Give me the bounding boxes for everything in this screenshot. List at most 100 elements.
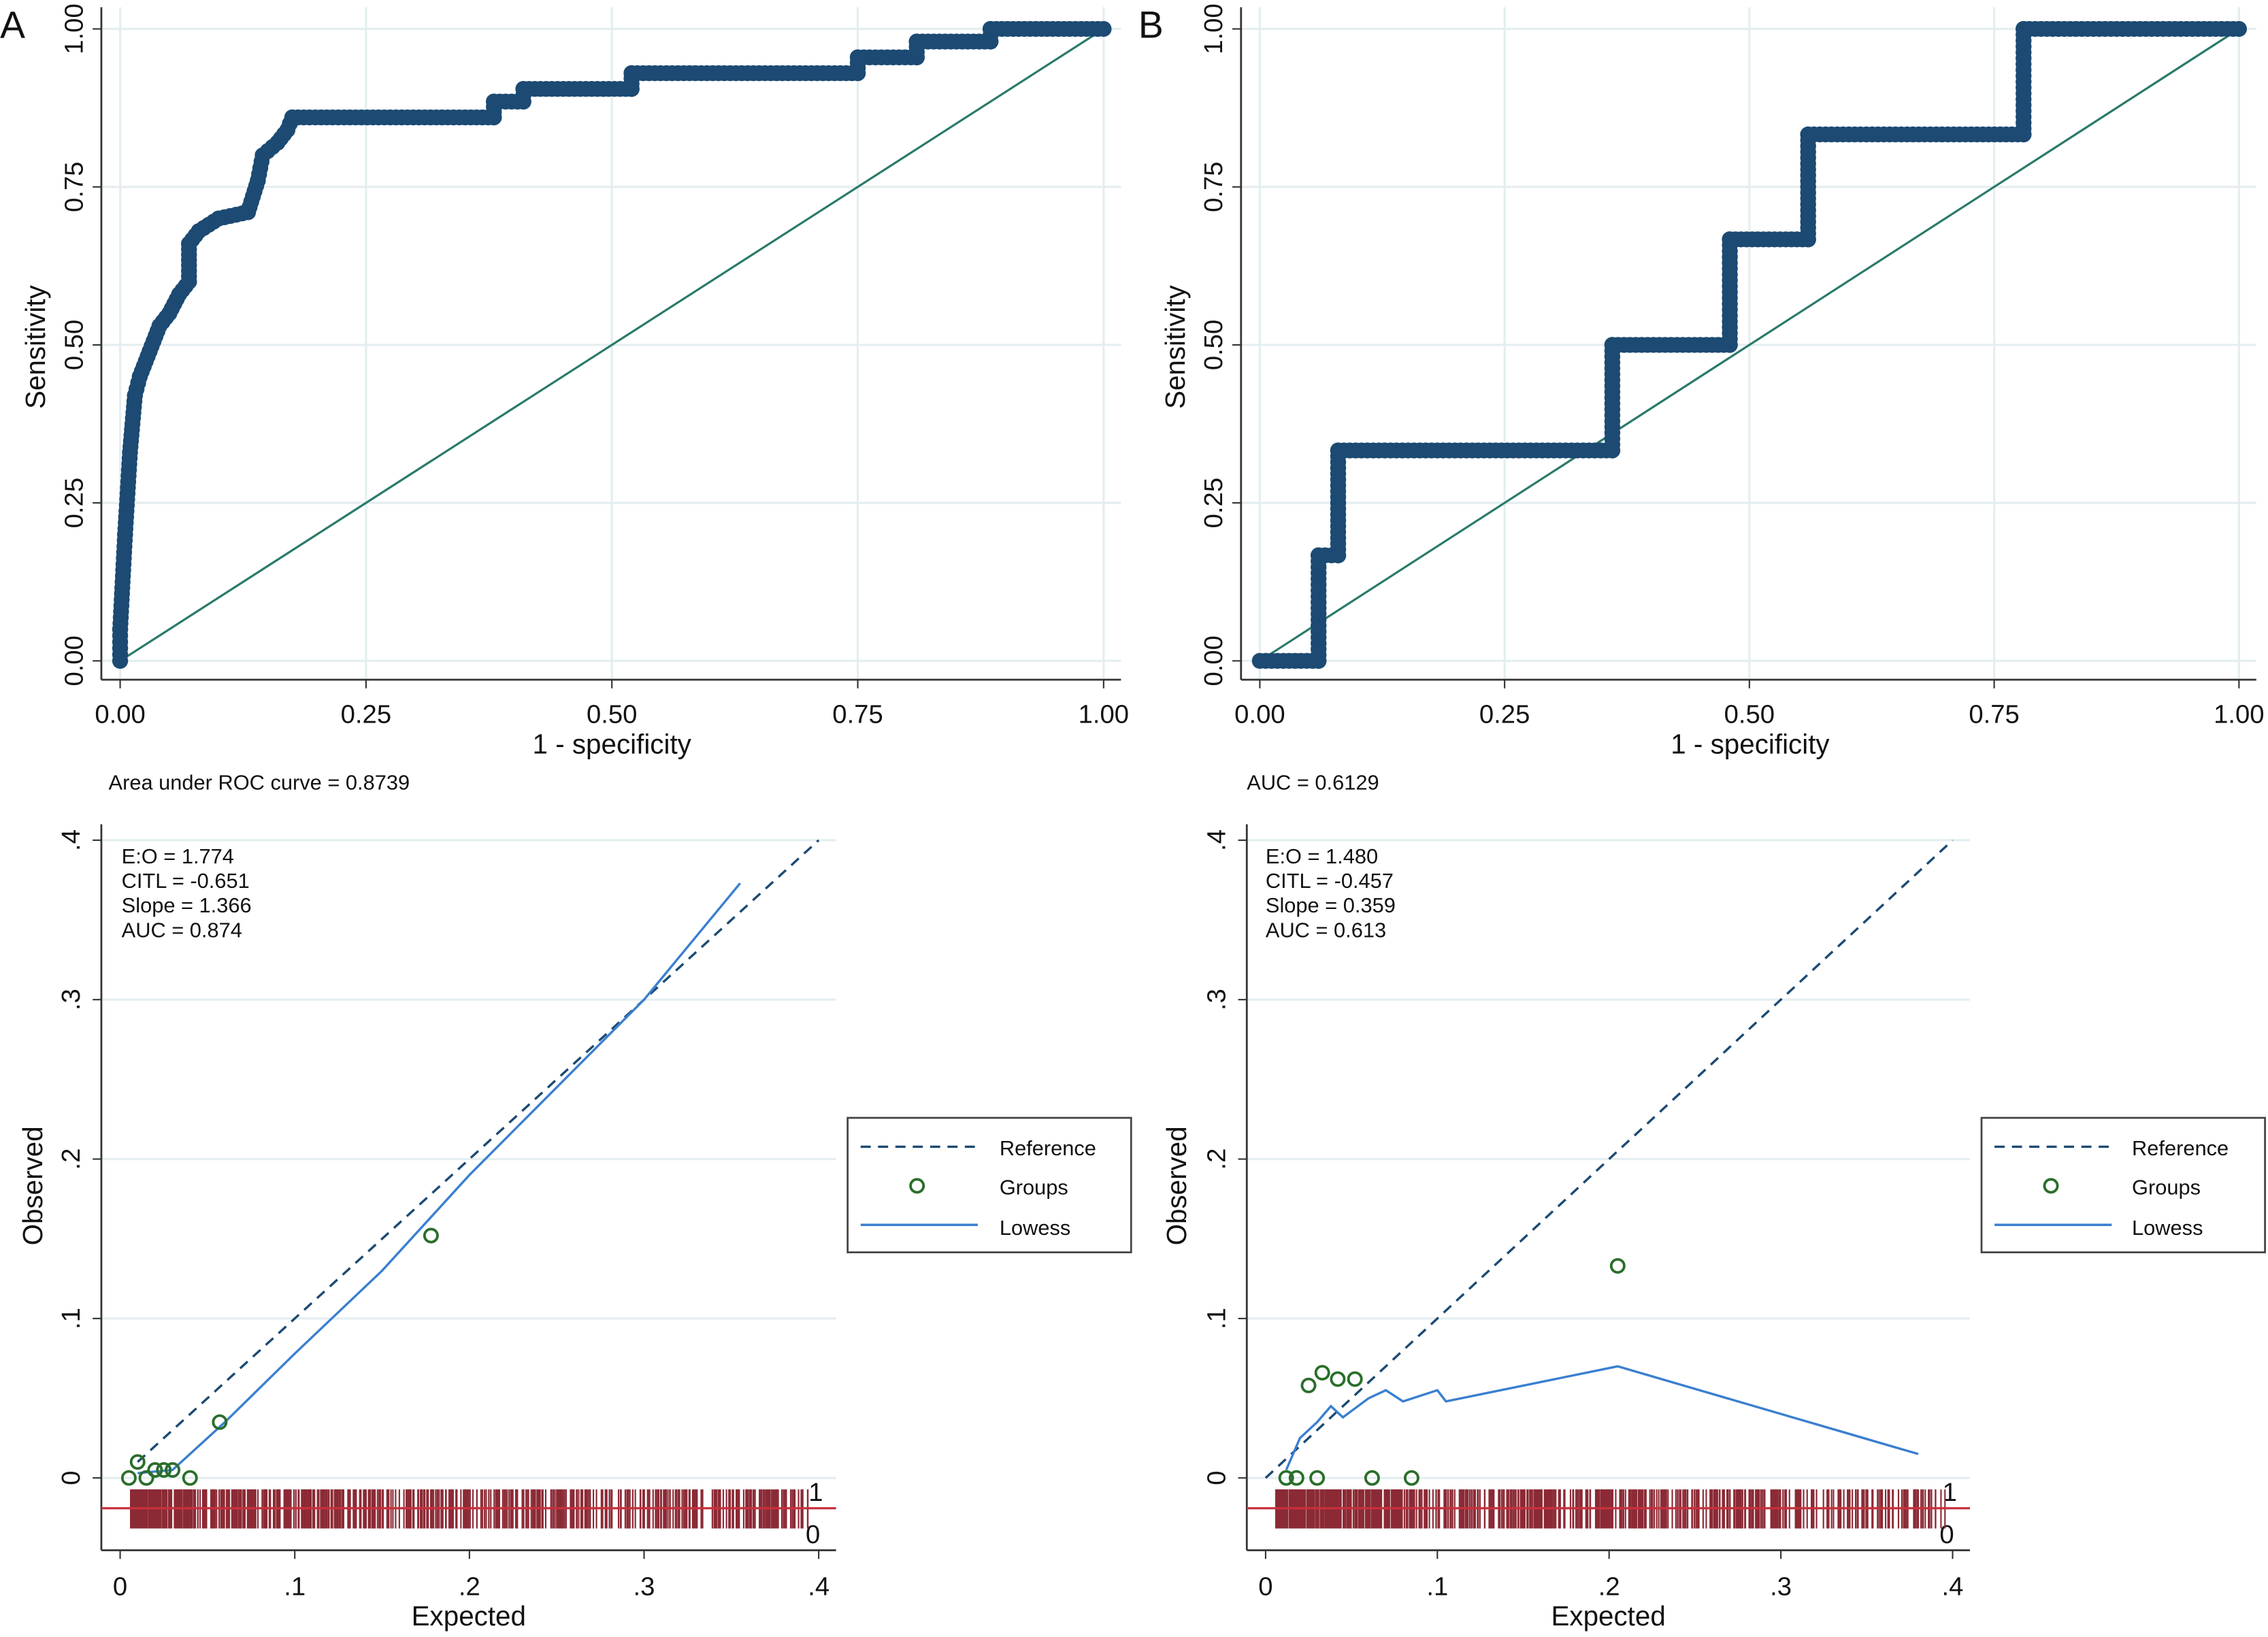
cal-b-group-point <box>1403 1470 1419 1486</box>
cal-b-legend-groups-swatch <box>2043 1178 2059 1194</box>
cal-a-xtick-label: .2 <box>459 1572 480 1601</box>
roc-b-ytick-label: 0.00 <box>1199 635 1228 686</box>
cal-b-reference-line <box>1264 839 1954 1479</box>
cal-b-ytick-label: .4 <box>1202 829 1231 851</box>
cal-b-group-point <box>1300 1377 1317 1393</box>
roc-b-ytick-label: 0.50 <box>1199 320 1228 370</box>
cal-a-ytick-label: .2 <box>56 1148 86 1170</box>
cal-b-group-point <box>1309 1470 1326 1486</box>
cal-a-legend-lowess: Lowess <box>1000 1216 1070 1240</box>
roc-b-ytick-label: 0.25 <box>1199 478 1228 528</box>
cal-b-group-point <box>1364 1470 1380 1486</box>
cal-a-stat-slope: Slope = 1.366 <box>122 893 252 917</box>
cal-b-stat-citl: CITL = -0.457 <box>1266 869 1394 893</box>
cal-b-rug-label-1: 1 <box>1943 1478 1957 1507</box>
roc-b-xtick-label: 0.50 <box>1724 700 1775 729</box>
cal-a-legend-reference: Reference <box>1000 1136 1096 1160</box>
cal-a-stat-eo: E:O = 1.774 <box>122 844 234 868</box>
cal-a-group-point <box>165 1462 181 1478</box>
cal-a-ytick-label: .1 <box>56 1308 86 1329</box>
cal-b-xtick-label: 0 <box>1258 1572 1272 1601</box>
cal-b-group-point <box>1288 1470 1304 1486</box>
cal-a-group-point <box>147 1462 163 1478</box>
roc-b-curve-marker <box>2231 20 2248 37</box>
cal-a-xtick-label: .4 <box>808 1572 829 1601</box>
cal-b-group-point <box>1330 1371 1346 1387</box>
cal-a-xtick-label: .1 <box>284 1572 306 1601</box>
cal-a-lowess-line <box>137 882 741 1474</box>
cal-b-group-point <box>1278 1470 1294 1486</box>
cal-a-rug-label-1: 1 <box>808 1478 823 1507</box>
cal-b-legend-groups: Groups <box>2132 1176 2201 1200</box>
cal-a-ylabel: Observed <box>17 1126 48 1245</box>
roc-a-ytick-label: 0.25 <box>59 478 88 528</box>
cal-b-stat-auc: AUC = 0.613 <box>1266 918 1386 942</box>
cal-a-xtick-label: 0 <box>113 1572 127 1601</box>
cal-a-xlabel: Expected <box>412 1600 526 1632</box>
cal-a-ytick-label: .4 <box>56 829 86 851</box>
panel-letter-b: B <box>1138 3 1164 46</box>
cal-a-legend-box <box>847 1117 1132 1254</box>
cal-a-xtick-label: .3 <box>634 1572 655 1601</box>
roc-a-curve-marker <box>1096 20 1112 37</box>
cal-b-ytick-label: .2 <box>1202 1148 1231 1170</box>
roc-a-xtick-label: 0.00 <box>95 700 145 729</box>
cal-b-xtick-label: .3 <box>1770 1572 1792 1601</box>
roc-a-auc-note: Area under ROC curve = 0.8739 <box>109 770 410 794</box>
roc-a-xtick-label: 0.50 <box>587 700 637 729</box>
roc-b-ylabel: Sensitivity <box>1160 284 1191 409</box>
roc-a-ytick-label: 0.50 <box>59 320 88 370</box>
cal-b-xtick-label: .4 <box>1942 1572 1964 1601</box>
roc-b-xtick-label: 0.25 <box>1479 700 1530 729</box>
cal-a-group-point <box>156 1462 172 1478</box>
cal-a-stat-citl: CITL = -0.651 <box>122 869 250 893</box>
roc-a-reference-line <box>119 28 1104 662</box>
cal-a-group-point <box>423 1227 439 1244</box>
roc-a-ytick-label: 1.00 <box>59 3 88 54</box>
cal-b-xlabel: Expected <box>1551 1600 1665 1632</box>
cal-b-xtick-label: .2 <box>1598 1572 1620 1601</box>
cal-a-reference-line <box>137 839 820 1464</box>
roc-b-ytick-label: 0.75 <box>1199 161 1228 212</box>
cal-a-group-point <box>182 1470 198 1486</box>
roc-b-reference-line <box>1259 28 2240 662</box>
cal-a-group-point <box>138 1470 154 1486</box>
cal-a-stat-auc: AUC = 0.874 <box>122 918 242 942</box>
cal-a-rug-label-0: 0 <box>806 1520 820 1549</box>
cal-b-legend-lowess: Lowess <box>2132 1216 2203 1240</box>
cal-b-legend-box <box>1980 1117 2266 1254</box>
roc-b-xtick-label: 0.75 <box>1969 700 2019 729</box>
cal-b-group-point <box>1609 1258 1626 1274</box>
cal-b-ylabel: Observed <box>1161 1126 1192 1245</box>
cal-a-group-point <box>129 1454 146 1470</box>
roc-b-xtick-label: 0.00 <box>1234 700 1285 729</box>
roc-b-xlabel: 1 - specificity <box>1671 728 1830 759</box>
roc-a-ytick-label: 0.75 <box>59 161 88 212</box>
roc-a-ylabel: Sensitivity <box>20 284 51 409</box>
roc-b-xtick-label: 1.00 <box>2214 700 2264 729</box>
roc-b-ytick-label: 1.00 <box>1199 3 1228 54</box>
cal-b-stat-slope: Slope = 0.359 <box>1266 893 1396 917</box>
roc-a-xtick-label: 1.00 <box>1079 700 1129 729</box>
cal-a-group-point <box>212 1414 228 1430</box>
cal-b-rug-label-0: 0 <box>1939 1520 1954 1549</box>
cal-b-ytick-label: .3 <box>1202 989 1231 1010</box>
roc-a-ytick-label: 0.00 <box>59 635 88 686</box>
cal-b-ytick-label: 0 <box>1202 1471 1231 1485</box>
cal-a-group-point <box>120 1470 137 1486</box>
cal-a-legend-groups: Groups <box>1000 1176 1068 1200</box>
roc-a-xlabel: 1 - specificity <box>533 728 692 759</box>
roc-b-auc-note: AUC = 0.6129 <box>1247 770 1379 794</box>
cal-b-group-point <box>1347 1371 1363 1387</box>
roc-a-xtick-label: 0.25 <box>341 700 391 729</box>
cal-a-ytick-label: 0 <box>56 1471 86 1485</box>
roc-a-xtick-label: 0.75 <box>832 700 883 729</box>
cal-b-ytick-label: .1 <box>1202 1308 1231 1329</box>
cal-b-xtick-label: .1 <box>1426 1572 1448 1601</box>
cal-a-ytick-label: .3 <box>56 989 86 1010</box>
panel-letter-a: A <box>0 3 25 46</box>
cal-b-lowess-line <box>1285 1365 1919 1471</box>
cal-b-stat-eo: E:O = 1.480 <box>1266 844 1378 868</box>
cal-a-legend-groups-swatch <box>909 1178 925 1194</box>
